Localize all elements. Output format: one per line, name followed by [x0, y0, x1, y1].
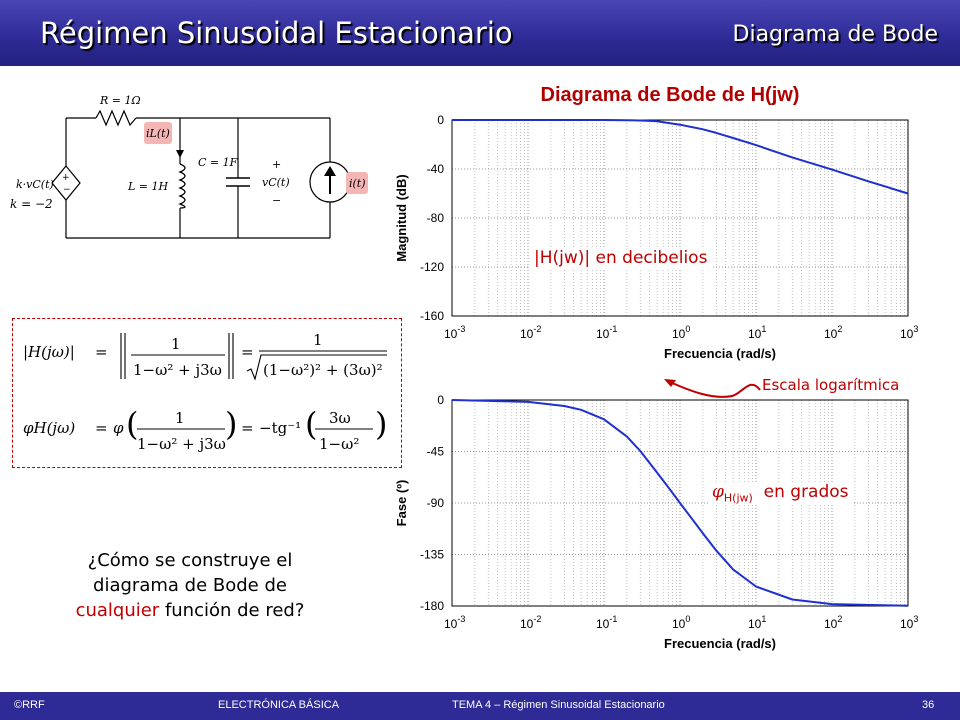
svg-text:1−ω² + j3ω: 1−ω² + j3ω [137, 435, 226, 453]
plot-frame [451, 399, 909, 607]
header-banner: Régimen Sinusoidal Estacionario Diagrama… [0, 0, 960, 66]
svg-text:1: 1 [171, 335, 181, 353]
construction-question: ¿Cómo se construye el diagrama de Bode d… [30, 548, 350, 623]
svg-text:1−ω²: 1−ω² [319, 435, 359, 453]
response-curve [451, 399, 909, 607]
x-axis-label: Frecuencia (rad/s) [664, 346, 776, 361]
bode-title: Diagrama de Bode de H(jw) [540, 84, 800, 106]
resistor-symbol [95, 109, 137, 127]
x-tick-label: 10-1 [596, 324, 617, 341]
phase-plot: 10-3 10-2 10-1 100 101 102 103 0 -45 -90 -135 -180 F… [394, 393, 918, 651]
svg-text:φH(jω): φH(jω) [23, 419, 75, 437]
svg-text:+: + [62, 173, 70, 183]
x-tick-label: 10-1 [596, 614, 617, 631]
x-tick-label: 101 [748, 614, 766, 631]
y-tick-label: -120 [420, 260, 444, 274]
svg-text:1: 1 [175, 409, 185, 427]
svg-text:R = 1Ω: R = 1Ω [99, 94, 141, 107]
svg-text:(: ( [126, 405, 138, 443]
footer-topic: TEMA 4 – Régimen Sinusoidal Estacionario [452, 699, 665, 711]
svg-text:vC(t): vC(t) [262, 176, 290, 189]
question-line-3-rest: función de red? [159, 600, 305, 621]
formula-box: |H(jω)| = 1 1−ω² + j3ω = 1 (1−ω²)² + (3ω… [12, 318, 402, 468]
y-axis-label: Magnitud (dB) [394, 174, 409, 261]
svg-text:C = 1F: C = 1F [198, 156, 238, 169]
svg-text:φ: φ [113, 419, 124, 437]
svg-text:−: − [63, 185, 71, 195]
magnitude-annotation: |H(jw)| en decibelios [530, 248, 712, 268]
x-tick-label: 103 [900, 324, 918, 341]
svg-text:3ω: 3ω [329, 409, 351, 427]
y-tick-label: -135 [420, 548, 444, 562]
y-axis-label: Fase (º) [394, 480, 409, 527]
svg-text:i(t): i(t) [349, 177, 366, 190]
phase-subscript: H(jw) [723, 491, 753, 505]
svg-text:iL(t): iL(t) [146, 127, 170, 140]
svg-text:L = 1H: L = 1H [127, 180, 169, 193]
svg-text:=: = [95, 419, 108, 437]
log-scale-annotation: Escala logarítmica [762, 376, 900, 394]
svg-text:): ) [225, 405, 237, 443]
footer-copyright: ©RRF [14, 699, 45, 711]
x-tick-label: 100 [672, 324, 690, 341]
circuit-schematic: R = 1Ω + − k·vC(t) k = −2 iL(t) L = 1H C… [10, 94, 368, 239]
x-tick-label: 102 [824, 614, 842, 631]
svg-text:1: 1 [313, 331, 323, 349]
y-tick-label: -180 [420, 599, 444, 613]
y-tick-label: 0 [437, 393, 444, 407]
x-tick-label: 10-2 [520, 614, 541, 631]
dependent-source-symbol [51, 165, 81, 201]
y-tick-label: -90 [427, 496, 445, 510]
svg-text:k = −2: k = −2 [10, 197, 53, 211]
magnitude-plot: 10-3 10-2 10-1 100 101 102 103 0 -40 -80 -120 -160 F… [394, 113, 918, 361]
svg-text:−: − [272, 194, 281, 207]
svg-text:1−ω² + j3ω: 1−ω² + j3ω [133, 361, 222, 379]
svg-text:+: + [272, 158, 281, 171]
x-tick-label: 10-3 [444, 324, 465, 341]
y-tick-label: -40 [427, 162, 445, 176]
phase-annotation: φH(jw) en grados [708, 482, 853, 505]
y-tick-label: 0 [437, 113, 444, 127]
footer-course: ELECTRÓNICA BÁSICA [218, 699, 340, 711]
question-line-2: diagrama de Bode de [93, 575, 287, 596]
log-scale-arrow [664, 379, 761, 398]
svg-text:=: = [241, 343, 254, 361]
x-tick-label: 103 [900, 614, 918, 631]
x-tick-label: 101 [748, 324, 766, 341]
transfer-function-formulas: |H(jω)| = 1 1−ω² + j3ω = 1 (1−ω²)² + (3ω… [23, 331, 387, 453]
inductor-symbol [178, 163, 186, 209]
svg-text:=: = [241, 419, 254, 437]
question-line-3: cualquier función de red? [30, 598, 350, 623]
slide-title: Régimen Sinusoidal Estacionario [40, 16, 513, 50]
response-curve [452, 119, 909, 195]
x-tick-label: 100 [672, 614, 690, 631]
plot-frame [451, 119, 909, 317]
svg-text:|H(jω)|: |H(jω)| [23, 343, 75, 361]
svg-text:−tg⁻¹: −tg⁻¹ [259, 419, 301, 437]
x-tick-label: 10-2 [520, 324, 541, 341]
section-title: Diagrama de Bode [732, 22, 938, 47]
svg-text:(1−ω²)² + (3ω)²: (1−ω²)² + (3ω)² [263, 361, 383, 379]
question-emphasis: cualquier [75, 600, 160, 621]
svg-text:(: ( [305, 405, 317, 443]
question-line-1: ¿Cómo se construye el [87, 550, 293, 571]
y-tick-label: -160 [420, 309, 444, 323]
phase-unit-text: en grados [763, 482, 849, 502]
svg-text:): ) [375, 405, 387, 443]
x-axis-label: Frecuencia (rad/s) [664, 636, 776, 651]
svg-text:k·vC(t): k·vC(t) [16, 178, 54, 191]
footer-page-number: 36 [922, 699, 935, 711]
phase-symbol: φ [712, 482, 724, 502]
y-tick-label: -80 [427, 211, 445, 225]
svg-text:=: = [95, 343, 108, 361]
x-tick-label: 102 [824, 324, 842, 341]
footer-bar: ©RRF ELECTRÓNICA BÁSICA TEMA 4 – Régimen… [0, 692, 960, 720]
y-tick-label: -45 [427, 445, 445, 459]
x-tick-label: 10-3 [444, 614, 465, 631]
